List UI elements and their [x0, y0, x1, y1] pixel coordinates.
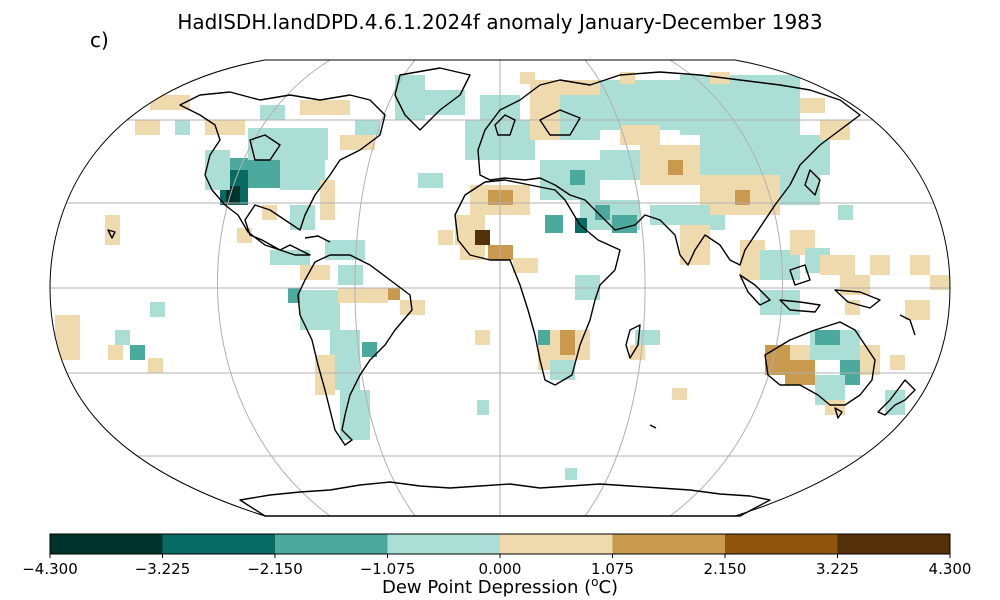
colorbar-tick-label: 2.150	[703, 560, 747, 578]
colorbar-cell	[162, 534, 276, 554]
colorbar-label: Dew Point Depression (oC)	[381, 575, 619, 598]
globe-outline	[49, 59, 951, 517]
anomaly-map	[49, 59, 951, 517]
colorbar-tick-label: −3.225	[134, 560, 191, 578]
colorbar-cell	[387, 534, 501, 554]
colorbar-cell	[612, 534, 726, 554]
colorbar-tick-label: 3.225	[816, 560, 859, 578]
colorbar-tick-label: 4.300	[928, 560, 972, 578]
colorbar-tick-label: −2.150	[247, 560, 303, 578]
colorbar-cell	[837, 534, 951, 554]
colorbar-tick-label: 1.075	[591, 560, 634, 578]
panel-label: c)	[90, 28, 109, 52]
map-title: HadISDH.landDPD.4.6.1.2024f anomaly Janu…	[177, 10, 823, 34]
colorbar-ticks	[49, 554, 951, 558]
colorbar-cell	[275, 534, 388, 554]
colorbar-cell	[500, 534, 613, 554]
colorbar-tick-label: 0.000	[478, 560, 522, 578]
colorbar-cell	[725, 534, 838, 554]
coastlines	[107, 67, 916, 517]
colorbar-tick-label: −4.300	[22, 560, 78, 578]
graticule	[50, 60, 950, 516]
colorbar-cells	[50, 534, 951, 554]
colorbar-tick-label: −1.075	[359, 560, 416, 578]
colorbar-cell	[50, 534, 163, 554]
